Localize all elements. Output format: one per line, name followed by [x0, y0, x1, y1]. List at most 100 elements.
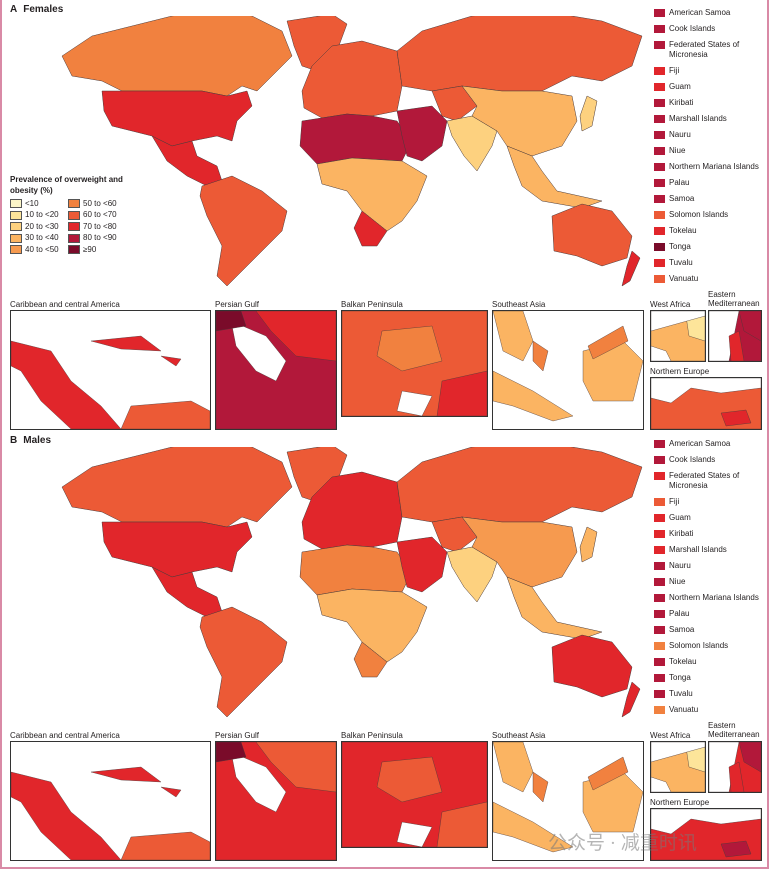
island-name: Kiribati: [669, 98, 694, 107]
region-china: [461, 85, 578, 157]
island-swatch: [654, 626, 665, 634]
island-swatch: [654, 41, 665, 49]
island-item: Kiribati: [654, 98, 767, 108]
island-item: Fiji: [654, 66, 767, 76]
island-name: Federated States of Micronesia: [669, 471, 740, 490]
island-item: Niue: [654, 146, 767, 156]
region-europe: [301, 471, 403, 550]
island-swatch: [654, 179, 665, 187]
region-canada: [61, 16, 293, 97]
inset-map-southeast-asia: [492, 741, 644, 861]
panel-males: B Males American Samoa Cook Islands Federate…: [2, 431, 767, 863]
legend-item: ≥90: [68, 245, 128, 254]
inset-title-northern-europe: Northern Europe: [650, 798, 710, 807]
island-item: Vanuatu: [654, 705, 767, 715]
island-item: Niue: [654, 577, 767, 587]
island-swatch: [654, 147, 665, 155]
region-subsaharan-africa: [316, 157, 428, 232]
inset-svg: [651, 809, 761, 860]
island-swatch: [654, 227, 665, 235]
island-item: Northern Mariana Islands: [654, 593, 767, 603]
inset-svg: [216, 311, 336, 429]
island-name: American Samoa: [669, 439, 731, 448]
island-name: Solomon Islands: [669, 210, 729, 219]
legend-swatch: [10, 210, 22, 220]
region-russia: [396, 447, 643, 523]
island-item: Northern Mariana Islands: [654, 162, 767, 172]
region-central-asia: [431, 516, 478, 553]
inset-title-west-africa: West Africa: [650, 731, 691, 740]
island-name: Fiji: [669, 497, 680, 506]
island-swatch: [654, 706, 665, 714]
legend-item: 20 to <30: [10, 222, 68, 232]
legend-item: <10: [10, 199, 68, 209]
legend-swatch: [68, 233, 80, 243]
island-item: Marshall Islands: [654, 545, 767, 555]
island-name: Solomon Islands: [669, 641, 729, 650]
legend-label: ≥90: [83, 244, 97, 254]
inset-map-balkan-peninsula: [341, 741, 488, 848]
legend-label: 30 to <40: [25, 233, 59, 243]
region-japan: [579, 95, 598, 132]
inset-svg: [11, 335, 210, 429]
legend-swatch: [68, 244, 80, 254]
inset-title-southeast-asia: Southeast Asia: [492, 731, 546, 740]
inset-map-west-africa: [650, 310, 706, 362]
region-usa: [101, 521, 253, 578]
island-item: Federated States of Micronesia: [654, 471, 767, 491]
island-name: Samoa: [669, 625, 695, 634]
island-name: Palau: [669, 178, 690, 187]
legend-label: 50 to <60: [83, 199, 117, 208]
island-swatch: [654, 67, 665, 75]
inset-svg: [216, 742, 336, 860]
inset-map-caribbean: [10, 741, 211, 861]
island-swatch: [654, 440, 665, 448]
region-middle-east: [396, 536, 448, 593]
region-southern-africa: [353, 210, 388, 247]
island-name: Marshall Islands: [669, 114, 727, 123]
world-map: [61, 16, 643, 287]
island-name: Niue: [669, 577, 686, 586]
island-item: Cook Islands: [654, 24, 767, 34]
island-item: Guam: [654, 513, 767, 523]
legend-label: 80 to <90: [83, 233, 117, 243]
inset-title-southeast-asia: Southeast Asia: [492, 300, 546, 309]
region-usa: [101, 90, 253, 147]
region-australia: [551, 634, 633, 698]
world-map: [61, 447, 643, 718]
island-name: Vanuatu: [669, 274, 699, 283]
island-swatch: [654, 610, 665, 618]
inset-map-eastern-mediterranean: [708, 741, 762, 793]
inset-map-northern-europe: [650, 808, 762, 861]
inset-svg: [651, 378, 761, 429]
island-name: Tokelau: [669, 657, 697, 666]
legend-label: 40 to <50: [25, 244, 59, 254]
region-southeast-asia: [506, 576, 603, 640]
inset-svg: [651, 742, 705, 792]
inset-svg: [493, 311, 643, 422]
island-item: Marshall Islands: [654, 114, 767, 124]
region-europe: [301, 40, 403, 119]
inset-map-southeast-asia: [492, 310, 644, 430]
island-name: Nauru: [669, 561, 691, 570]
island-swatch: [654, 498, 665, 506]
legend-swatch: [68, 210, 80, 220]
region-russia: [396, 16, 643, 92]
island-swatch: [654, 562, 665, 570]
island-swatch: [654, 115, 665, 123]
legend-title: Prevalence of overweight and obesity (%): [10, 175, 123, 195]
island-swatch: [654, 472, 665, 480]
island-item: Palau: [654, 609, 767, 619]
region-south-america: [199, 175, 288, 287]
island-name: Kiribati: [669, 529, 694, 538]
island-item: Solomon Islands: [654, 210, 767, 220]
island-name: American Samoa: [669, 8, 731, 17]
legend-swatch: [68, 222, 80, 232]
inset-title-caribbean: Caribbean and central America: [10, 731, 120, 740]
legend-swatch: [10, 244, 22, 254]
inset-title-balkan-peninsula: Balkan Peninsula: [341, 731, 403, 740]
legend-swatch: [68, 199, 80, 209]
island-swatch: [654, 674, 665, 682]
island-swatch: [654, 163, 665, 171]
island-item: Tokelau: [654, 657, 767, 667]
